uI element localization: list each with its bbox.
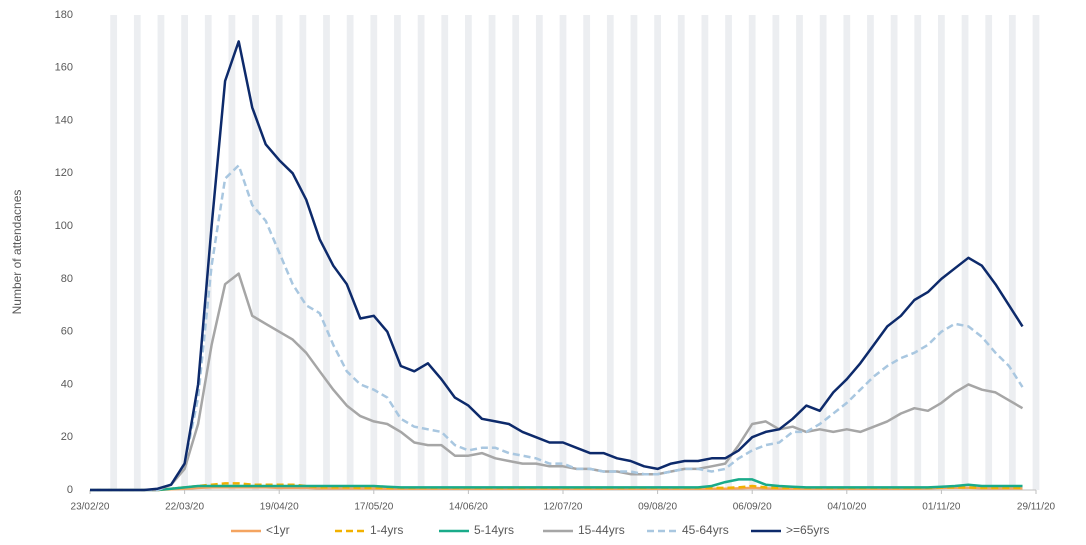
x-tick-label: 12/07/20: [544, 502, 583, 513]
legend-label: 45-64yrs: [682, 523, 729, 537]
legend-label: >=65yrs: [786, 523, 829, 537]
band: [441, 15, 449, 490]
y-axis-label: Number of attendacnes: [10, 190, 24, 315]
band: [583, 15, 591, 490]
y-tick-label: 40: [61, 378, 73, 390]
band: [890, 15, 898, 490]
band: [133, 15, 141, 490]
band: [228, 15, 236, 490]
x-tick-label: 19/04/20: [260, 502, 299, 513]
band: [488, 15, 496, 490]
band: [535, 15, 543, 490]
band: [417, 15, 425, 490]
y-tick-label: 0: [67, 484, 73, 496]
band: [701, 15, 709, 490]
band: [1032, 15, 1040, 490]
band: [677, 15, 685, 490]
x-tick-label: 01/11/20: [922, 502, 961, 513]
band: [772, 15, 780, 490]
y-tick-label: 60: [61, 326, 73, 338]
band: [843, 15, 851, 490]
x-tick-label: 09/08/20: [638, 502, 677, 513]
band: [559, 15, 567, 490]
band: [796, 15, 803, 490]
band: [370, 15, 378, 490]
band: [914, 15, 922, 490]
band: [465, 15, 472, 490]
band: [110, 15, 118, 490]
band: [654, 15, 661, 490]
band: [961, 15, 969, 490]
series-line: [90, 40, 1024, 492]
band: [346, 15, 354, 490]
band: [299, 15, 307, 490]
band: [748, 15, 756, 490]
legend-label: 5-14yrs: [474, 523, 514, 537]
band: [985, 15, 993, 490]
band: [630, 15, 638, 490]
y-tick-label: 120: [55, 167, 73, 179]
series-line: [90, 272, 1024, 492]
legend-label: 1-4yrs: [370, 523, 403, 537]
legend-label: 15-44yrs: [578, 523, 625, 537]
y-tick-label: 20: [61, 431, 73, 443]
band: [606, 15, 614, 490]
band: [157, 15, 165, 490]
x-tick-label: 04/10/20: [827, 502, 866, 513]
y-tick-label: 160: [55, 62, 73, 74]
x-tick-label: 23/02/20: [71, 502, 110, 513]
band: [867, 15, 874, 490]
band: [394, 15, 401, 490]
y-tick-label: 100: [55, 220, 73, 232]
band: [181, 15, 188, 490]
band: [512, 15, 520, 490]
band: [1008, 15, 1016, 490]
y-tick-label: 180: [55, 9, 73, 21]
legend-label: <1yr: [266, 523, 290, 537]
y-tick-label: 140: [55, 114, 73, 126]
series-line: [90, 478, 1023, 492]
series-line: [90, 164, 1024, 492]
x-tick-label: 14/06/20: [449, 502, 488, 513]
band: [252, 15, 259, 490]
band: [938, 15, 945, 490]
band: [819, 15, 827, 490]
x-tick-label: 17/05/20: [354, 502, 393, 513]
x-tick-label: 29/11/20: [1017, 502, 1056, 513]
band: [725, 15, 732, 490]
x-tick-label: 06/09/20: [733, 502, 772, 513]
weekend-bands: [110, 15, 1040, 490]
y-tick-label: 80: [61, 273, 73, 285]
x-tick-label: 22/03/20: [165, 502, 204, 513]
